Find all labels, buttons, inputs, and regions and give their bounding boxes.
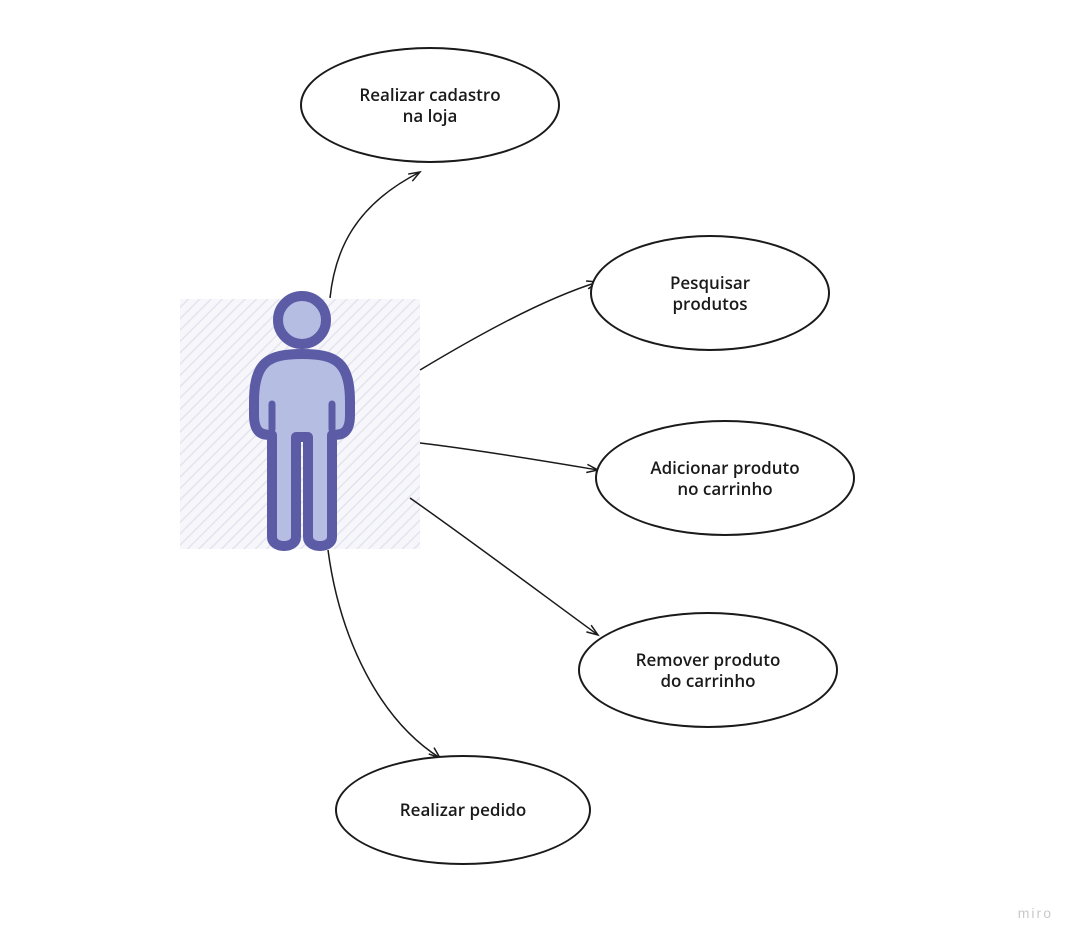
usecase-label: Pesquisar produtos	[658, 272, 762, 315]
usecase-uc5: Realizar pedido	[335, 755, 591, 865]
usecase-uc1: Realizar cadastro na loja	[300, 47, 560, 163]
usecase-uc4: Remover produto do carrinho	[578, 612, 838, 728]
usecase-label: Realizar pedido	[388, 799, 538, 820]
diagram-canvas: Realizar cadastro na loja Pesquisar produ…	[0, 0, 1071, 933]
usecase-uc2: Pesquisar produtos	[590, 235, 830, 351]
usecase-label: Realizar cadastro na loja	[347, 84, 512, 127]
usecase-uc3: Adicionar produto no carrinho	[595, 420, 855, 536]
usecase-label: Adicionar produto no carrinho	[638, 457, 811, 500]
usecase-label: Remover produto do carrinho	[624, 649, 793, 692]
watermark: miro	[1018, 905, 1053, 921]
